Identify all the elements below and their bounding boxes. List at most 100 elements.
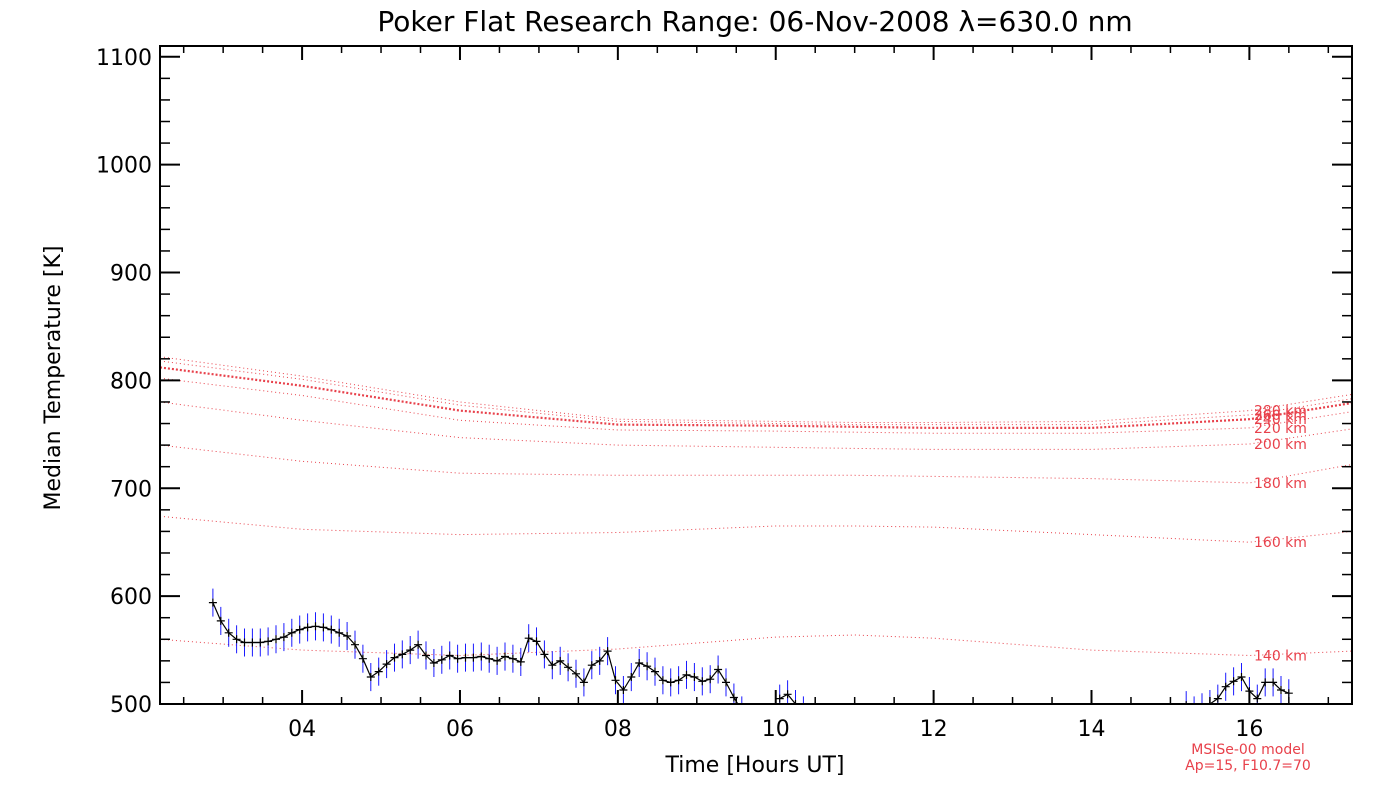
data-point (256, 638, 265, 647)
model-curve-280km (160, 356, 1352, 423)
data-point (422, 651, 430, 660)
data-point (477, 652, 486, 661)
data-point (666, 678, 675, 687)
model-curve-label: 200 km (1254, 437, 1307, 453)
data-point (453, 654, 462, 663)
data-point (643, 662, 652, 671)
data-point (651, 667, 659, 676)
data-point (799, 707, 807, 715)
data-point (775, 694, 784, 703)
data-point (516, 657, 525, 666)
data-point (1237, 673, 1246, 681)
data-point (224, 628, 233, 637)
data-point (579, 678, 588, 687)
data-point (548, 661, 557, 670)
x-tick-label: 16 (1235, 717, 1263, 742)
y-tick-label: 900 (110, 262, 152, 287)
y-axis-label: Median Temperature [K] (41, 246, 66, 511)
y-tick-label: 600 (110, 585, 152, 610)
data-point (279, 633, 288, 642)
data-point (398, 650, 407, 659)
chart-title: Poker Flat Research Range: 06-Nov-2008 λ… (377, 5, 1132, 38)
data-point (1221, 682, 1230, 691)
measured-series (208, 588, 1293, 715)
x-tick-label: 10 (762, 717, 790, 742)
data-point (508, 654, 517, 663)
data-point (722, 678, 730, 687)
data-point (1229, 677, 1238, 686)
data-point (287, 628, 296, 637)
data-point (619, 686, 628, 694)
data-point (635, 659, 644, 667)
data-point (390, 653, 399, 662)
data-point (738, 707, 746, 715)
data-point (343, 632, 352, 640)
data-point (1261, 678, 1270, 687)
data-point (714, 665, 723, 674)
y-tick-label: 500 (110, 693, 152, 718)
data-point (208, 598, 217, 607)
model-curve-140km (160, 634, 1352, 657)
model-curve-label: 240 km (1254, 412, 1307, 428)
data-point (674, 676, 683, 685)
data-point (311, 622, 320, 631)
data-point (783, 690, 792, 699)
model-curve-label: 160 km (1254, 535, 1307, 551)
data-point (682, 670, 691, 679)
data-point (587, 661, 596, 670)
data-point (461, 653, 470, 662)
data-point (351, 640, 359, 649)
model-curve-200km (160, 401, 1352, 450)
data-point (501, 652, 509, 661)
x-tick-label: 12 (920, 717, 948, 742)
data-point (698, 677, 707, 686)
model-curves (160, 356, 1352, 657)
model-curve-180km (160, 444, 1352, 484)
data-point (358, 654, 367, 663)
data-point (264, 637, 273, 646)
data-point (1277, 686, 1285, 694)
data-point (658, 676, 667, 685)
data-point (374, 667, 383, 676)
data-point (603, 647, 612, 656)
model-curve-label: 140 km (1254, 649, 1307, 665)
model-curve-160km (160, 515, 1352, 543)
model-curve-label: 260 km (1254, 408, 1307, 424)
data-point (572, 669, 580, 678)
data-point (445, 651, 454, 660)
data-point (1185, 701, 1187, 704)
data-point (627, 673, 636, 681)
data-point (272, 635, 280, 644)
data-point (429, 659, 438, 667)
data-point (216, 616, 225, 625)
measured-line (212, 602, 1290, 704)
data-point (1284, 689, 1293, 698)
y-tick-label: 700 (110, 477, 152, 502)
y-tick-label: 1000 (96, 154, 152, 179)
model-curve-label: 280 km (1254, 404, 1307, 420)
data-point (690, 673, 699, 681)
x-axis-label: Time [Hours UT] (665, 753, 845, 778)
data-point (564, 663, 573, 672)
data-point (524, 634, 533, 643)
y-tick-label: 800 (110, 369, 152, 394)
model-curve-240km (160, 366, 1352, 429)
data-point (1213, 694, 1222, 703)
model-parameters-annotation: Ap=15, F10.7=70 (1185, 758, 1311, 774)
data-point (382, 660, 391, 669)
data-point (366, 673, 375, 681)
data-point (303, 623, 312, 632)
data-point (485, 654, 494, 663)
data-point (406, 646, 415, 655)
data-point (595, 656, 604, 665)
data-point (240, 638, 249, 647)
data-point (469, 653, 478, 662)
data-point (248, 638, 257, 647)
data-point (532, 637, 541, 646)
x-tick-label: 06 (446, 717, 474, 742)
data-point (1269, 678, 1278, 687)
data-point (295, 625, 304, 634)
data-point (437, 655, 446, 664)
